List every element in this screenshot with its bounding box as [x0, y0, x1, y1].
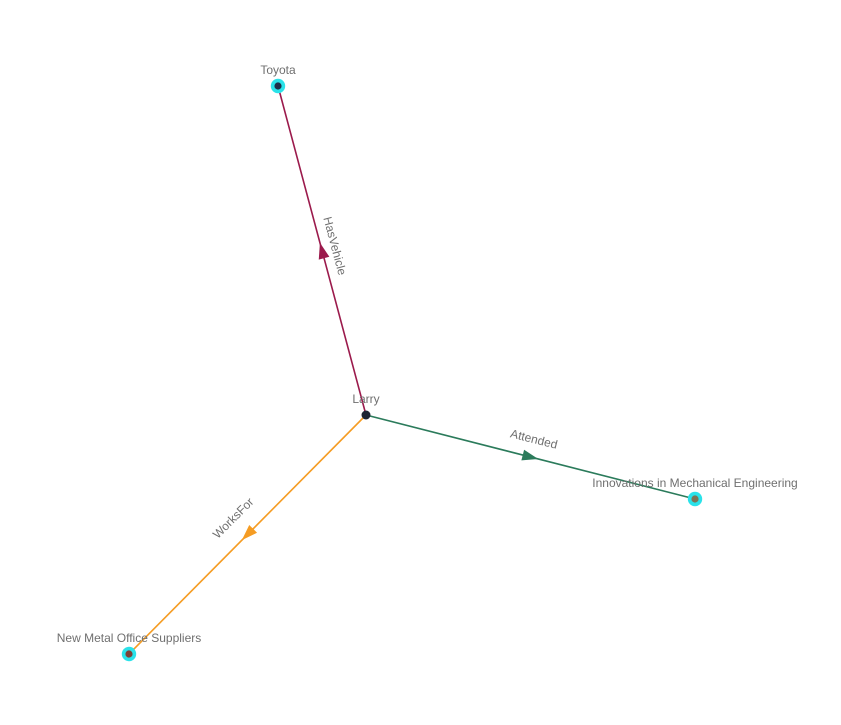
edge-arrowhead-icon	[318, 242, 330, 260]
edge-arrowhead-icon	[521, 449, 539, 461]
edge-label-attended: Attended	[509, 427, 559, 452]
edge-label-hasvehicle: HasVehicle	[320, 215, 349, 277]
node-label-larry: Larry	[352, 392, 379, 406]
node-label-toyota: Toyota	[260, 63, 296, 77]
node-label-innovations-in-mechanical-engineering: Innovations in Mechanical Engineering	[592, 476, 797, 490]
node-toyota[interactable]	[274, 82, 282, 90]
node-new-metal-office-suppliers[interactable]	[125, 650, 133, 658]
edge-arrowhead-icon	[241, 524, 258, 541]
node-larry[interactable]	[361, 410, 371, 420]
node-label-new-metal-office-suppliers: New Metal Office Suppliers	[57, 631, 202, 645]
node-innovations-in-mechanical-engineering[interactable]	[691, 495, 699, 503]
